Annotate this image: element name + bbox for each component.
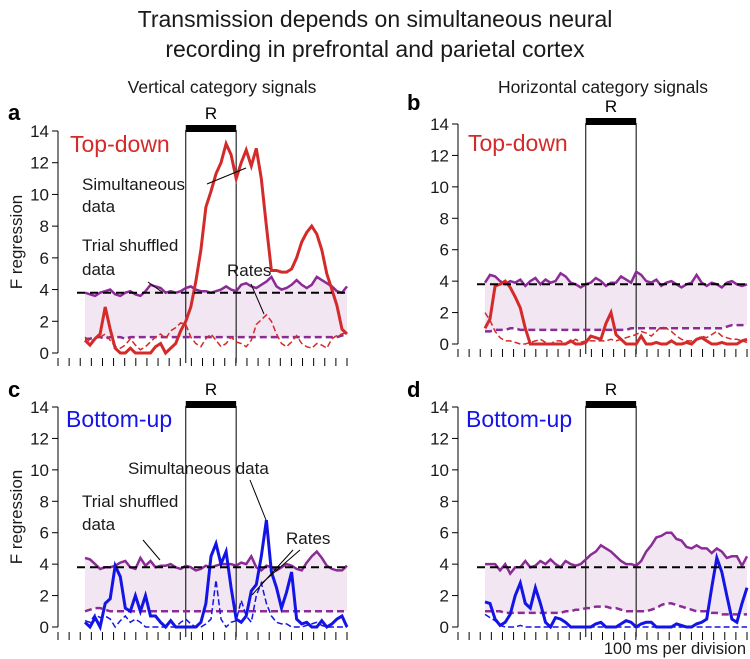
y-tick-label: 4 bbox=[440, 555, 449, 574]
y-tick-label: 4 bbox=[440, 272, 449, 291]
line-simultaneous-data bbox=[83, 139, 349, 356]
y-tick-label: 12 bbox=[430, 429, 449, 448]
y-tick-label: 6 bbox=[440, 524, 449, 543]
line-rates bbox=[84, 579, 347, 629]
y-tick-label: 8 bbox=[440, 209, 449, 228]
annotation-leader bbox=[206, 167, 247, 185]
figure-title-line-1: Transmission depends on simultaneous neu… bbox=[137, 6, 613, 32]
direction-label: Bottom-up bbox=[466, 406, 572, 432]
figure-title-line-2: recording in prefrontal and parietal cor… bbox=[165, 36, 585, 62]
direction-label: Bottom-up bbox=[66, 406, 172, 432]
panel-letter-d: d bbox=[407, 377, 420, 402]
annotation-leader bbox=[250, 283, 265, 315]
annotation-trial-shuffled: Trial shuffled bbox=[82, 492, 178, 511]
annotation-leader bbox=[147, 281, 163, 293]
y-tick-label: 14 bbox=[30, 398, 49, 417]
annotation-trial-shuffled: data bbox=[82, 260, 116, 279]
column-title-left: Vertical category signals bbox=[128, 77, 317, 97]
y-tick-label: 4 bbox=[40, 281, 49, 300]
y-tick-label: 2 bbox=[40, 312, 49, 331]
y-axis-title: F regression bbox=[7, 470, 26, 564]
y-tick-label: 0 bbox=[40, 344, 49, 363]
y-tick-label: 0 bbox=[440, 335, 449, 354]
annotation-rates: Rates bbox=[286, 529, 330, 548]
y-tick-label: 2 bbox=[440, 304, 449, 323]
y-tick-label: 4 bbox=[40, 555, 49, 574]
y-tick-label: 8 bbox=[440, 492, 449, 511]
annotation-leader bbox=[261, 549, 301, 584]
line-trial-shuffled-rates bbox=[485, 602, 747, 616]
panel-letter-a: a bbox=[8, 100, 21, 125]
panel-d: d 0 2 4 6 8 10 12 14 R Bottom-up bbox=[407, 377, 749, 640]
y-tick-label: 12 bbox=[430, 146, 449, 165]
r-window-bar bbox=[585, 401, 637, 408]
line-simultaneous-data bbox=[483, 279, 748, 346]
line-trial-shuffled-data bbox=[84, 274, 348, 298]
time-scale-note: 100 ms per division bbox=[604, 640, 746, 658]
y-tick-label: 10 bbox=[30, 461, 49, 480]
panel-c: c 0 2 4 6 8 10 12 14 R Bottom-up bbox=[8, 377, 349, 640]
annotation-leader bbox=[142, 539, 161, 561]
y-tick-label: 0 bbox=[440, 618, 449, 637]
y-tick-label: 14 bbox=[430, 115, 449, 134]
y-tick-label: 8 bbox=[40, 217, 49, 236]
y-tick-label: 12 bbox=[30, 429, 49, 448]
y-tick-label: 6 bbox=[40, 249, 49, 268]
shuffled-band bbox=[485, 271, 747, 332]
line-simultaneous-data bbox=[83, 519, 349, 632]
r-window-bar bbox=[585, 118, 637, 125]
panel-a: a 0 2 4 6 8 10 12 14 R Top-down bbox=[8, 100, 349, 366]
line-trial-shuffled-rates bbox=[485, 323, 747, 333]
shuffled-band bbox=[85, 276, 347, 339]
line-trial-shuffled-data bbox=[485, 531, 749, 576]
r-window-label: R bbox=[605, 97, 617, 116]
y-tick-label: 0 bbox=[40, 618, 49, 637]
y-tick-label: 10 bbox=[430, 178, 449, 197]
shuffled-band bbox=[485, 532, 747, 615]
panel-letter-c: c bbox=[8, 377, 20, 402]
y-tick-label: 6 bbox=[40, 524, 49, 543]
r-window-label: R bbox=[205, 380, 217, 399]
y-tick-label: 2 bbox=[40, 587, 49, 606]
line-rates bbox=[84, 313, 348, 351]
y-tick-label: 10 bbox=[30, 185, 49, 204]
y-tick-label: 14 bbox=[30, 122, 49, 141]
annotation-leader bbox=[251, 549, 294, 596]
r-window-bar bbox=[185, 125, 237, 132]
line-simultaneous-data bbox=[484, 551, 749, 630]
column-title-right: Horizontal category signals bbox=[498, 77, 708, 97]
y-tick-label: 2 bbox=[440, 587, 449, 606]
y-tick-label: 6 bbox=[440, 241, 449, 260]
annotation-trial-shuffled: Trial shuffled bbox=[82, 236, 178, 255]
annotations-c: Simultaneous data Trial shuffled data Rates bbox=[82, 459, 330, 596]
r-window-bar bbox=[185, 401, 237, 408]
annotation-simultaneous: Simultaneous data bbox=[128, 459, 269, 478]
direction-label: Top-down bbox=[468, 130, 568, 156]
annotation-rates: Rates bbox=[227, 261, 271, 280]
annotation-trial-shuffled: data bbox=[82, 515, 116, 534]
line-trial-shuffled-rates bbox=[85, 332, 348, 341]
annotation-simultaneous: data bbox=[82, 197, 116, 216]
panel-letter-b: b bbox=[407, 90, 420, 115]
y-axis-title: F regression bbox=[7, 195, 26, 289]
r-window-label: R bbox=[605, 380, 617, 399]
y-tick-label: 8 bbox=[40, 492, 49, 511]
y-tick-label: 10 bbox=[430, 461, 449, 480]
panel-b: b 0 2 4 6 8 10 12 14 R Top-down bbox=[407, 90, 748, 357]
y-tick-label: 12 bbox=[30, 154, 49, 173]
annotation-simultaneous: Simultaneous bbox=[82, 175, 185, 194]
y-tick-label: 14 bbox=[430, 398, 449, 417]
direction-label: Top-down bbox=[70, 131, 170, 157]
annotations-a: Simultaneous data Trial shuffled data Rates bbox=[82, 167, 271, 315]
r-window-label: R bbox=[205, 104, 217, 123]
annotation-leader bbox=[249, 479, 267, 521]
